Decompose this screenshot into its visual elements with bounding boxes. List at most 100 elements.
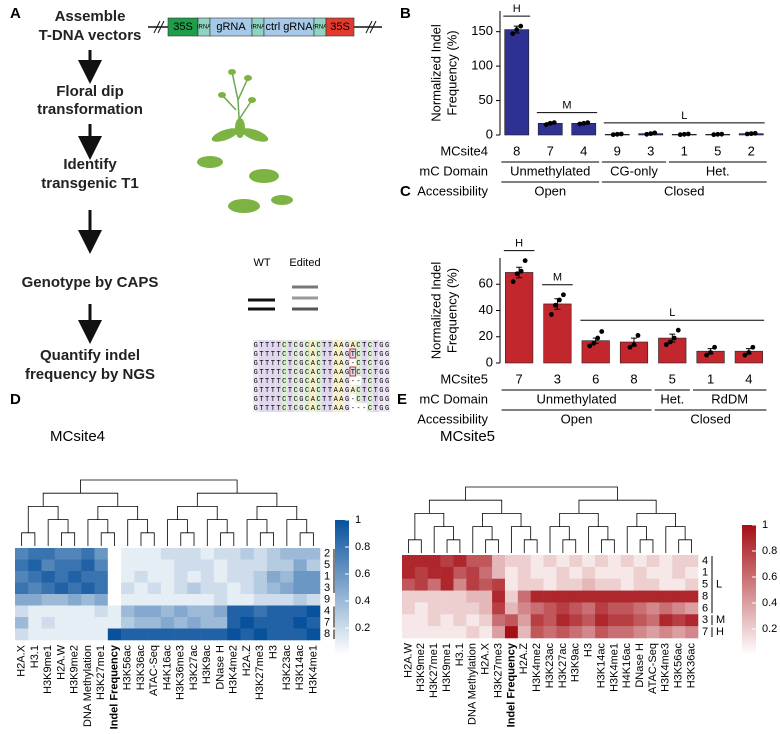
alignment-cell [378, 340, 385, 349]
heatmap-cell [306, 628, 321, 641]
alignment-cell [367, 358, 373, 367]
y-tick-label: 0 [486, 126, 493, 141]
data-point [543, 122, 549, 128]
heatmap-cell [174, 605, 188, 618]
alignment-cell [258, 349, 265, 358]
break-mark [153, 20, 377, 34]
alignment-row: GTTTTCTCGCACTTAAGTCTCTGG [254, 351, 390, 359]
column-label: H3K9ac [570, 643, 582, 683]
heatmap-cell [121, 559, 135, 572]
alignment-cell [304, 376, 310, 385]
heatmap-cell [504, 626, 519, 639]
alignment-cell [315, 376, 322, 385]
heatmap-cell [504, 578, 519, 591]
alignment-cell [367, 385, 373, 394]
heatmap-cell [15, 571, 29, 583]
alignment-cell [304, 367, 310, 376]
dendrogram [414, 513, 445, 540]
heatmap-cell [94, 548, 109, 560]
heatmap-cell [200, 559, 215, 572]
column-label: H3K36ac [135, 645, 147, 691]
data-point [631, 342, 637, 348]
column-label: ATAC-Seq [647, 643, 659, 694]
alignment-cell [384, 358, 390, 367]
alignment-cell [378, 358, 385, 367]
alignment-cell [355, 403, 362, 412]
alignment-cell [287, 403, 293, 412]
alignment-cell [315, 385, 322, 394]
alignment-cell [361, 376, 367, 385]
leaf [218, 92, 226, 98]
heatmap-cell [41, 617, 56, 629]
row-group-label: H [716, 626, 724, 638]
column-label: H3K27ac [188, 645, 200, 691]
heatmap-cell [517, 578, 531, 591]
heatmap-cell [121, 582, 135, 595]
column-label: H3K23ac [281, 645, 293, 691]
heatmap-cell [134, 605, 148, 618]
heatmap-cell [134, 617, 148, 629]
heatmap-cell [41, 571, 56, 583]
heatmap-cell [147, 628, 162, 641]
alignment-cell [332, 367, 339, 376]
alignment-cell [315, 340, 322, 349]
dendrogram [549, 526, 570, 553]
heatmap-cell [427, 590, 441, 603]
alignment-cell [298, 376, 305, 385]
heatmap-cell [213, 628, 228, 641]
dendrogram [578, 499, 657, 514]
heatmap-cell [266, 605, 281, 618]
heatmap-cell [659, 566, 673, 580]
heatmap-cell [556, 566, 570, 580]
heatmap-cell [240, 605, 254, 618]
heatmap-cell [54, 548, 69, 560]
x-tick-label: 4 [745, 371, 752, 386]
heatmap-cell [414, 590, 429, 603]
alignment-cell [310, 367, 316, 376]
column-label: H3K9me2 [415, 643, 427, 692]
column-label: H3K27me1 [428, 643, 440, 698]
heatmap-cell [414, 626, 429, 639]
heatmap-cell [160, 559, 175, 572]
column-label: DNase H [634, 643, 646, 688]
alignment-cell [372, 340, 379, 349]
heatmap-cell [147, 605, 162, 618]
alignment-cell [287, 358, 293, 367]
alignment-cell [270, 403, 276, 412]
alignment-cell [264, 385, 271, 394]
alignment-cell [344, 349, 350, 358]
heatmap-cell [253, 605, 268, 618]
edit-highlight [349, 348, 357, 359]
heatmap-cell [633, 566, 647, 580]
heatmap-cell [427, 602, 441, 615]
x-tick-label: 5 [669, 371, 676, 386]
heatmap-cell [530, 626, 544, 639]
heatmap-cell [479, 626, 493, 639]
construct-label: tRNA [197, 25, 211, 31]
heatmap-cell [595, 555, 609, 568]
data-point [652, 130, 658, 136]
heatmap-cell [685, 566, 699, 580]
alignment-cell [298, 340, 305, 349]
alignment-cell [372, 385, 379, 394]
heatmap-cell [253, 582, 268, 595]
heatmap-cell [107, 548, 122, 560]
heatmap-cell [200, 582, 215, 595]
column-label: H3K27ac [557, 643, 569, 689]
heatmap-cell [160, 594, 175, 606]
heatmap-cell [293, 605, 308, 618]
dendrogram [259, 532, 274, 546]
alignment-cell [344, 403, 350, 412]
dendrogram [220, 532, 235, 546]
heatmap-cell [200, 605, 215, 618]
alignment-cell [281, 376, 288, 385]
heatmap-cell [94, 559, 109, 572]
heatmap-cell [15, 605, 29, 618]
column-label: H3K56ac [122, 645, 134, 691]
heatmap-cell [402, 555, 416, 568]
heatmap-cell [160, 582, 175, 595]
heatmap-cell [293, 617, 308, 629]
heatmap-cell [492, 590, 506, 603]
alignment-cell [378, 367, 385, 376]
heatmap-cell [213, 594, 228, 606]
